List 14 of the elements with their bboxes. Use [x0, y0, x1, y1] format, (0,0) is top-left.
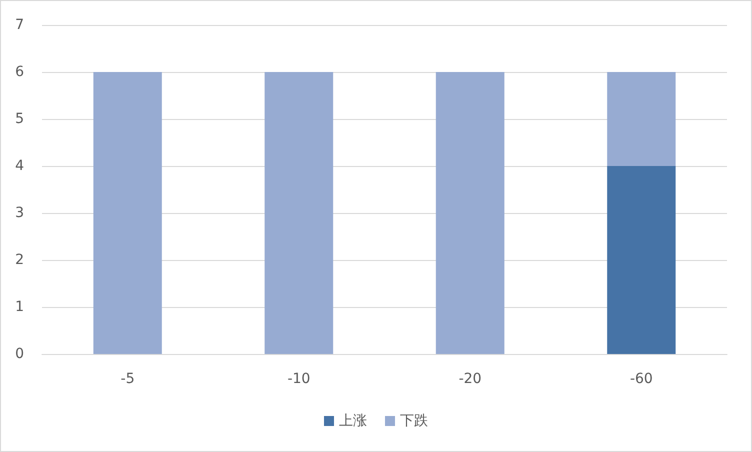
y-tick-label: 3	[15, 205, 24, 221]
y-tick-label: 7	[15, 17, 24, 33]
x-tick-label: -20	[458, 371, 482, 387]
y-tick-label: 1	[15, 299, 24, 315]
y-tick-label: 4	[15, 158, 24, 174]
y-tick-label: 5	[15, 111, 24, 127]
x-tick-label: -60	[630, 371, 653, 387]
y-tick-label: 0	[15, 346, 24, 362]
x-tick-label: -10	[287, 371, 310, 387]
y-tick-label: 6	[15, 64, 24, 80]
y-tick-label: 2	[15, 252, 24, 268]
legend-label: 下跌	[400, 413, 428, 429]
x-tick-label: -5	[120, 371, 135, 387]
legend-label: 上涨	[339, 413, 367, 429]
